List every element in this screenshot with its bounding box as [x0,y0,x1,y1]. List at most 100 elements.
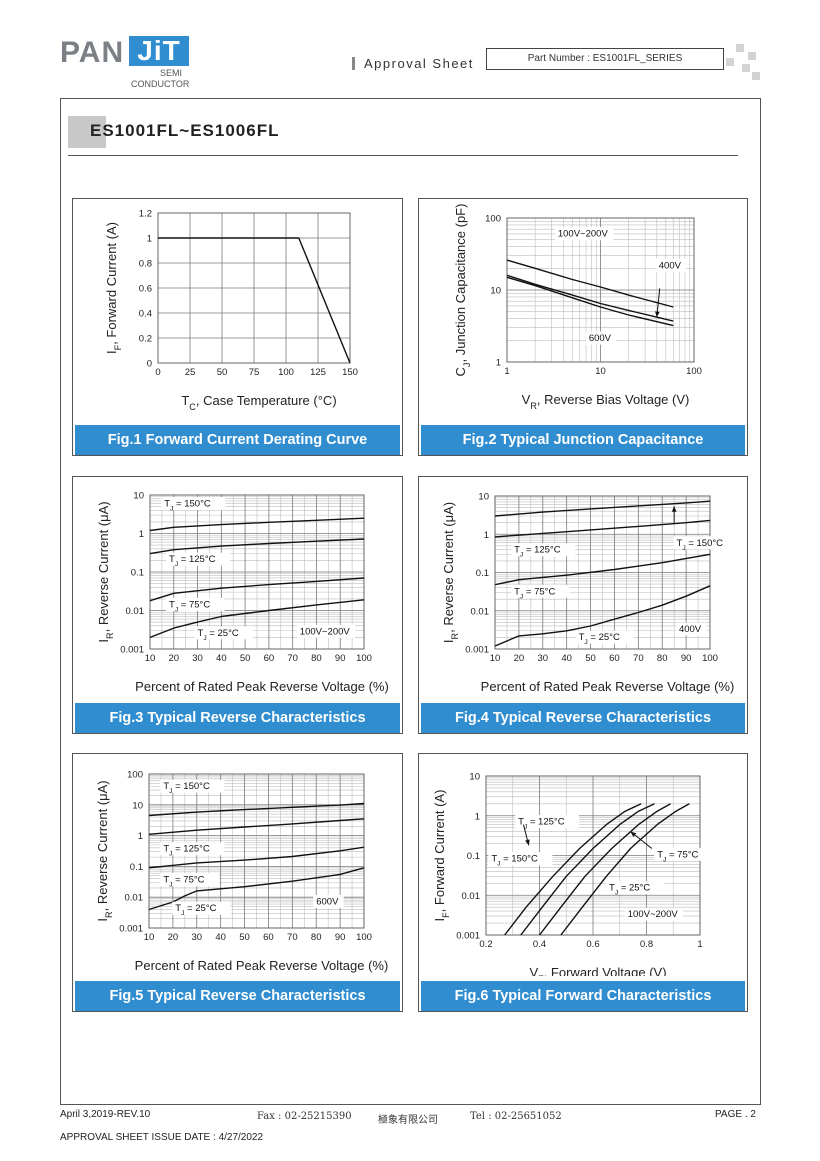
arrow-head [655,311,660,318]
annotation-label: TJ = 25°C [175,903,216,917]
y-tick-label: 1 [138,831,143,842]
x-tick-label: 60 [609,653,620,664]
x-tick-label: 125 [310,367,326,378]
annotation-backdrop [675,622,707,636]
figure-caption: Fig.3 Typical Reverse Characteristics [75,703,400,733]
annotation-backdrop [654,847,713,861]
series-line [504,803,642,936]
series-line [148,867,365,911]
x-tick-label: 10 [595,366,606,377]
series-line [148,802,365,817]
annotation-backdrop [313,894,344,908]
y-axis-title: IR, Reverse Current (μA) [96,501,115,642]
chart-panel-fig3: 10 20 30 40 50 60 70 80 90 100 0.001 0.01 0.1 1 10 Perc… [72,476,403,734]
annotation-label: TJ = 125°C [169,554,216,568]
chart-fig6: 0.2 0.4 0.6 0.8 1 0.001 0.01 0.1 1 10 VF, Forward … [432,772,713,976]
y-axis-title: IR, Reverse Current (μA) [95,780,114,921]
annotation-backdrop [585,331,617,345]
annotation-label: 600V [589,333,612,344]
plot-frame [506,217,695,363]
annotation-backdrop [166,597,225,611]
x-tick-label: 30 [191,932,202,943]
x-tick-label: 40 [216,653,227,664]
chart-grid [157,212,351,364]
x-tick-label: 0.6 [586,939,599,950]
annotation-label: TJ = 150°C [491,854,538,868]
annotation-label: TJ = 75°C [657,849,698,863]
page-number: PAGE . 2 [715,1109,756,1120]
x-tick-label: 50 [217,367,228,378]
series-line [538,803,671,936]
annotation-label: 400V [679,624,702,635]
y-tick-label: 0.01 [125,893,144,904]
series-line [506,274,674,322]
x-axis-title: Percent of Rated Peak Reverse Voltage (%… [481,679,735,694]
x-tick-label: 0.8 [640,939,653,950]
series-line [149,577,365,602]
x-tick-label: 75 [249,367,260,378]
figure-caption: Fig.6 Typical Forward Characteristics [421,981,745,1011]
y-tick-label: 0.01 [126,606,145,617]
x-tick-label: 50 [240,653,251,664]
y-tick-label: 10 [490,286,501,297]
x-axis-title: Percent of Rated Peak Reverse Voltage (%… [135,958,389,973]
series-line [148,846,365,869]
annotation-backdrop [160,842,225,856]
y-tick-label: 1 [147,234,152,245]
annotation-label: TJ = 150°C [677,538,724,552]
annotation-label: TJ = 25°C [579,632,620,646]
y-axis-title: IF, Forward Current (A) [432,790,451,922]
annotation-label: 100V~200V [628,909,679,920]
y-tick-label: 0.1 [476,568,489,579]
logo-jit: JiT [129,36,189,66]
y-tick-label: 0.1 [467,851,480,862]
y-tick-label: 0.2 [139,334,152,345]
y-tick-label: 10 [133,491,144,502]
deco-square [748,52,756,60]
y-tick-label: 0.001 [120,645,144,656]
y-axis-title: IF, Forward Current (A) [104,222,123,354]
figure-caption: Fig.2 Typical Junction Capacitance [421,425,745,455]
x-tick-label: 100 [686,366,702,377]
figure-caption: Fig.5 Typical Reverse Characteristics [75,981,400,1011]
x-tick-label: 90 [681,653,692,664]
chart-fig4: 10 20 30 40 50 60 70 80 90 100 0.001 0.01 0.1 1 10 Perc… [441,492,738,694]
plot-frame [149,494,365,650]
plot-frame [148,773,365,929]
page-frame [60,98,761,1105]
series-line [149,538,365,555]
issue-date: APPROVAL SHEET ISSUE DATE : 4/27/2022 [60,1132,264,1143]
deco-square [742,64,750,72]
annotation-label: TJ = 75°C [514,586,555,600]
annotation-label: TJ = 25°C [198,628,239,642]
part-number: Part Number : ES1001FL_SERIES [486,48,724,70]
x-tick-label: 10 [490,653,501,664]
chart-panel-fig1: 0 25 50 75 100 125 150 0 0.2 0.4 0.6 0.8 1 1.2 TC, Cas… [72,198,403,456]
x-tick-label: 70 [287,932,298,943]
annotation-label: 100V~200V [300,626,351,637]
y-tick-label: 10 [478,492,489,503]
arrow-head [671,506,677,512]
chart-panel-fig5: 10 20 30 40 50 60 70 80 90 100 0.001 0.01 0.1 1 10 100 P… [72,753,403,1012]
y-tick-label: 0.001 [465,645,489,656]
y-axis-title: CJ, Junction Capacitance (pF) [453,204,472,377]
y-tick-label: 0.6 [139,284,152,295]
x-tick-label: 70 [287,653,298,664]
x-tick-label: 20 [514,653,525,664]
annotation-label: TJ = 125°C [514,545,561,559]
annotation-backdrop [655,258,687,272]
x-tick-label: 90 [335,932,346,943]
figure-caption: Fig.1 Forward Current Derating Curve [75,425,400,455]
series-line [149,599,365,639]
annotation-backdrop [554,227,614,241]
annotation-backdrop [172,901,231,915]
x-tick-label: 20 [168,932,179,943]
annotation-label: 400V [659,260,682,271]
y-tick-label: 100 [485,214,501,225]
chart-fig5: 10 20 30 40 50 60 70 80 90 100 0.001 0.01 0.1 1 10 100 P… [95,770,389,974]
series-line [148,818,365,835]
annotation-backdrop [673,536,738,550]
series-line [158,237,351,364]
series-line [494,500,711,517]
chart-panel-fig2: 1 10 100 1 10 100 VR, Reverse Bias Voltage (V)… [418,198,748,456]
